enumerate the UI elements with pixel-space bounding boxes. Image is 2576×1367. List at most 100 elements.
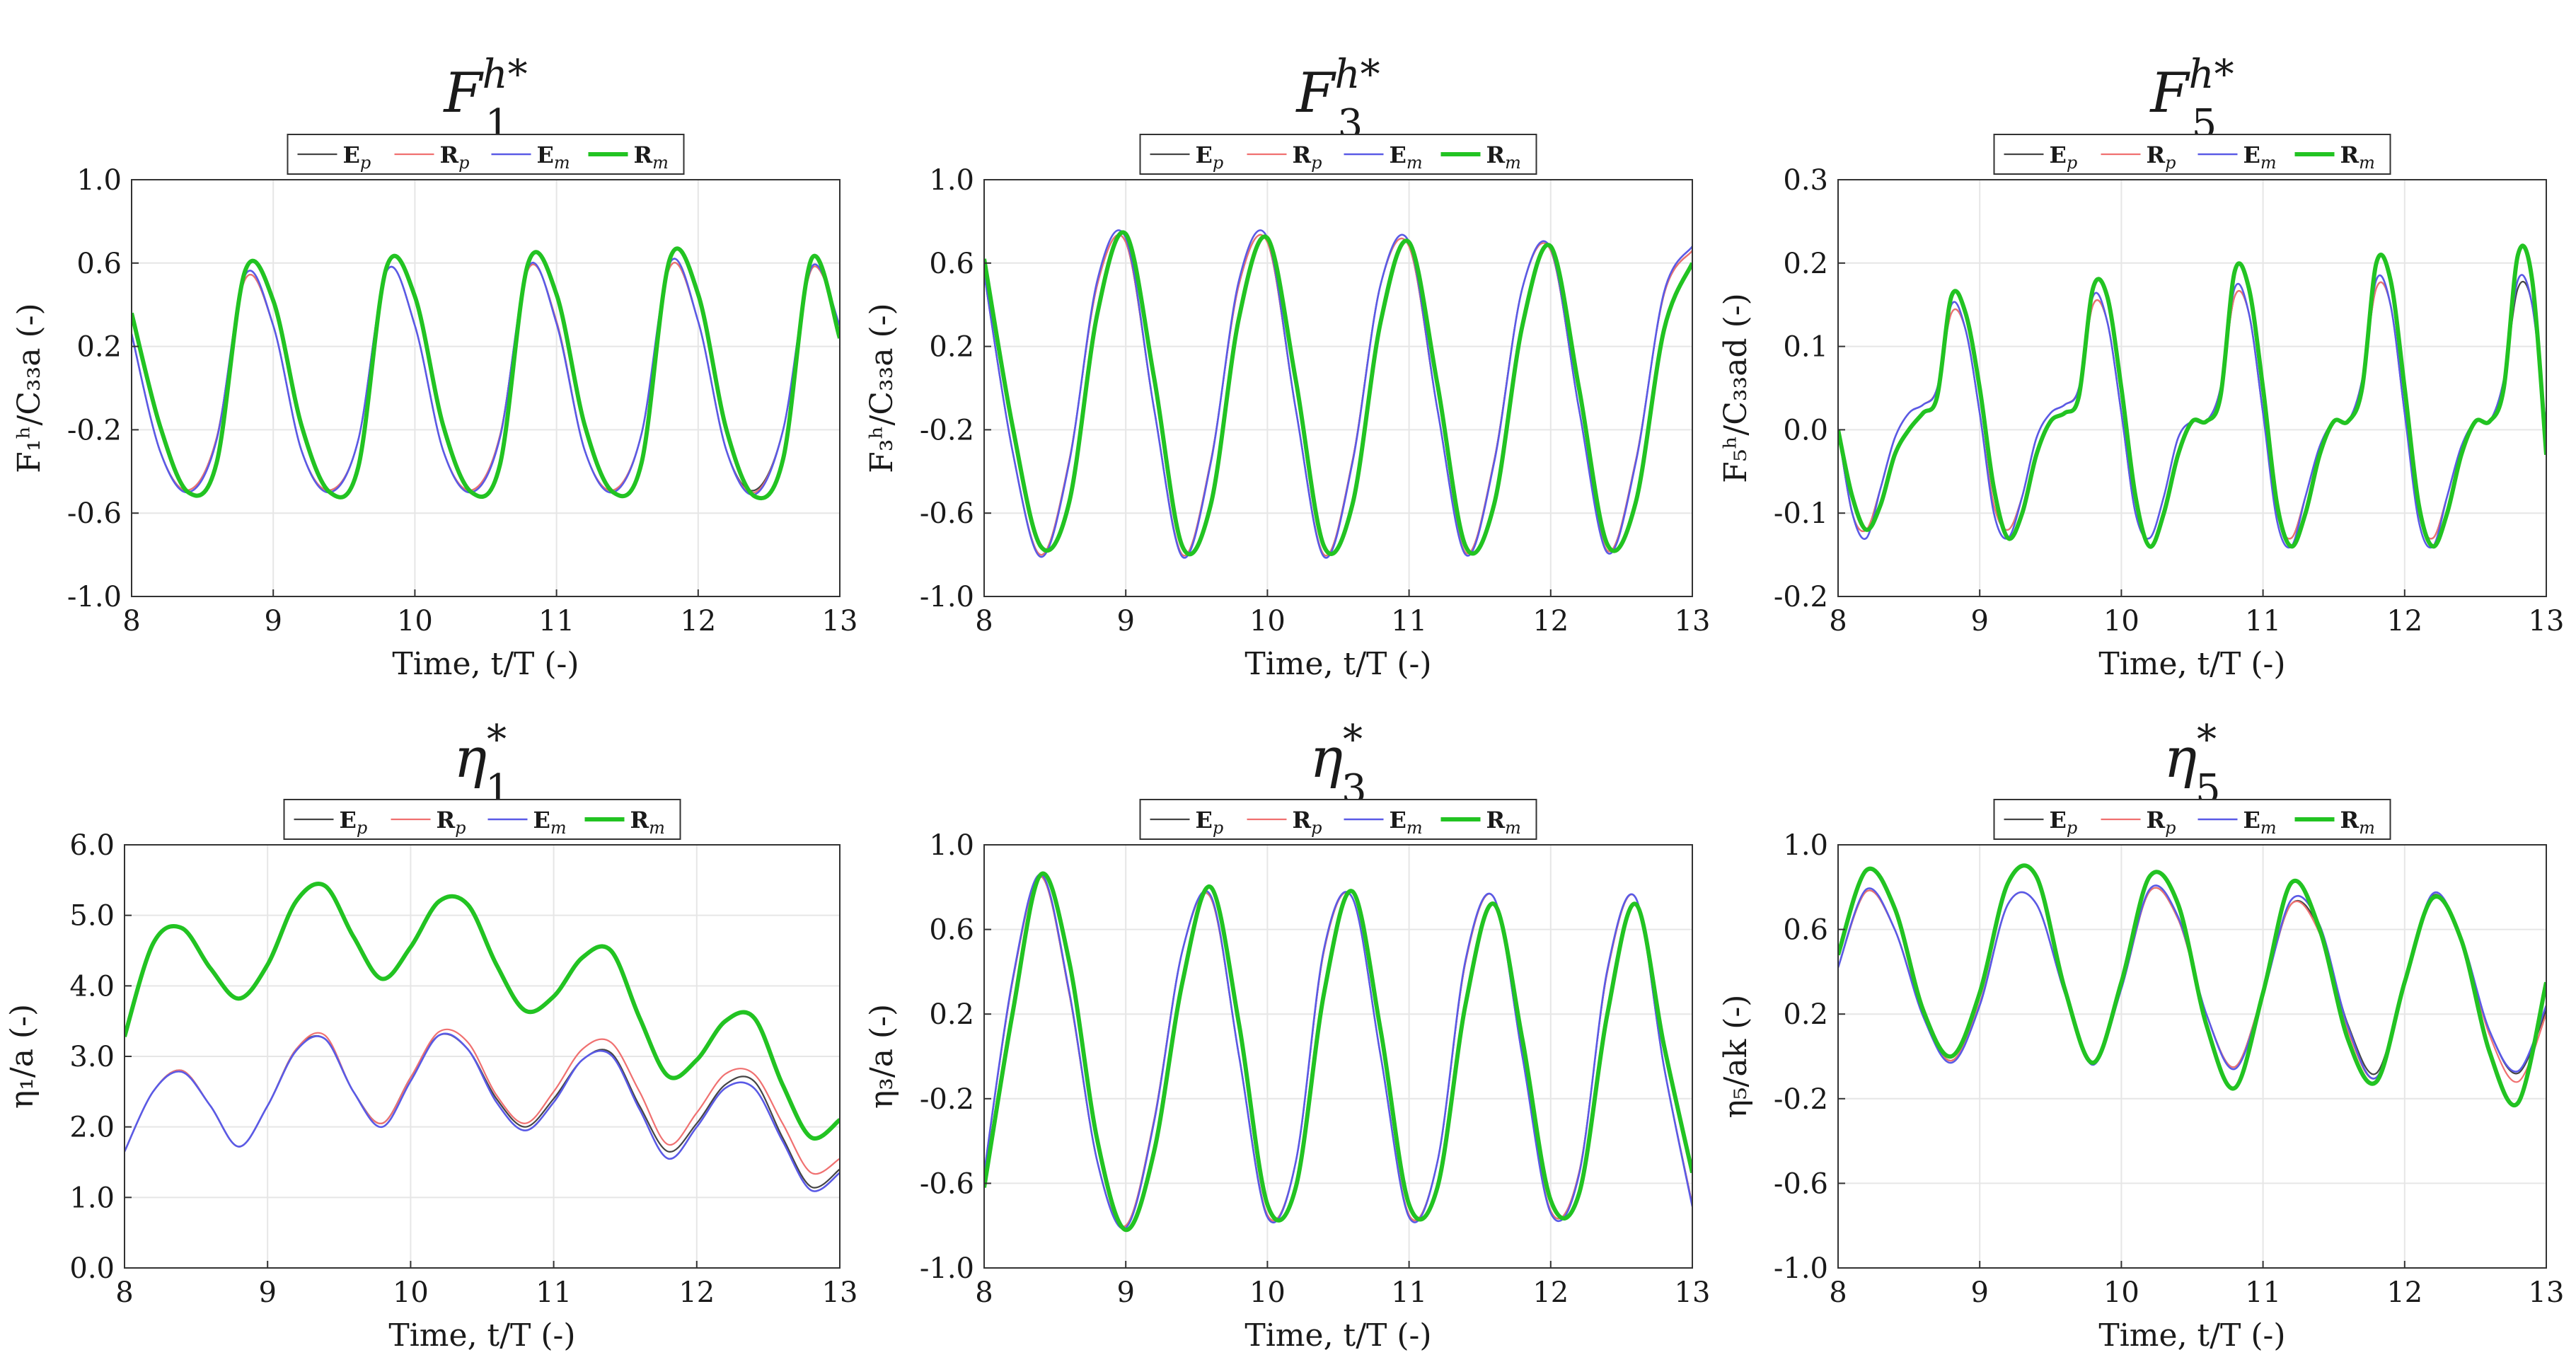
legend-label-Em: Em bbox=[2243, 807, 2277, 838]
y-tick-label: -0.6 bbox=[1774, 1167, 1828, 1200]
legend-label-Rp: Rp bbox=[2147, 807, 2176, 838]
series-line-Rp bbox=[125, 1028, 840, 1175]
x-axis-label: Time, t/T (-) bbox=[2098, 646, 2285, 682]
x-tick-label: 10 bbox=[1249, 1276, 1286, 1309]
y-axis-label: η₅/ak (-) bbox=[1718, 995, 1754, 1119]
y-tick-label: 0.3 bbox=[1783, 164, 1828, 197]
x-tick-label: 10 bbox=[2103, 1276, 2139, 1309]
series-lines bbox=[1838, 243, 2546, 549]
series-line-Em bbox=[1838, 274, 2546, 549]
series-line-Em bbox=[132, 258, 840, 496]
x-axis-label: Time, t/T (-) bbox=[388, 1317, 575, 1354]
y-tick-label: 5.0 bbox=[69, 900, 115, 933]
panel-title: Fh* 3 bbox=[1295, 52, 1380, 147]
legend-label-Ep: Ep bbox=[343, 142, 371, 173]
series-line-Em bbox=[984, 229, 1692, 559]
axes-frame bbox=[1837, 179, 2547, 597]
x-tick-label: 8 bbox=[975, 1276, 993, 1309]
legend-label-Em: Em bbox=[1390, 807, 1423, 838]
series-line-Rm bbox=[1838, 243, 2546, 549]
legend: Ep Rp Em Rm bbox=[1139, 799, 1537, 840]
x-tick-label: 9 bbox=[264, 605, 282, 638]
series-line-Em bbox=[984, 873, 1692, 1230]
x-tick-label: 11 bbox=[2245, 1276, 2281, 1309]
legend-label-Ep: Ep bbox=[2050, 807, 2078, 838]
y-tick-label: -0.2 bbox=[920, 414, 974, 446]
series-lines bbox=[984, 229, 1692, 559]
y-tick-label: 0.6 bbox=[929, 914, 974, 947]
y-tick-label: 2.0 bbox=[69, 1112, 115, 1144]
x-tick-label: 11 bbox=[538, 605, 574, 638]
y-tick-label: -0.6 bbox=[67, 497, 122, 530]
series-line-Ep bbox=[984, 233, 1692, 557]
x-axis-label: Time, t/T (-) bbox=[1244, 646, 1431, 682]
y-tick-label: 0.1 bbox=[1783, 331, 1828, 364]
y-tick-label: 1.0 bbox=[929, 829, 974, 862]
legend-label-Rp: Rp bbox=[437, 807, 466, 838]
series-line-Rp bbox=[984, 233, 1692, 557]
y-tick-label: -1.0 bbox=[67, 581, 122, 613]
legend-label-Ep: Ep bbox=[2050, 142, 2078, 173]
y-tick-label: 0.2 bbox=[929, 998, 974, 1031]
panel-6: 8 9 10 11 12 13 -1.0 -0.6 -0.2 0.2 0.6 1.0 Time, t/T… bbox=[1718, 717, 2564, 1354]
x-tick-label: 10 bbox=[1249, 605, 1286, 638]
y-tick-label: -1.0 bbox=[920, 1252, 974, 1285]
legend-label-Rp: Rp bbox=[2147, 142, 2176, 173]
y-tick-label: 0.0 bbox=[1783, 414, 1828, 446]
x-tick-label: 12 bbox=[2386, 605, 2422, 638]
x-tick-label: 11 bbox=[2245, 605, 2281, 638]
legend-label-Em: Em bbox=[2243, 142, 2277, 173]
legend-label-Rm: Rm bbox=[2340, 142, 2375, 173]
y-tick-label: 0.2 bbox=[1783, 248, 1828, 280]
y-tick-label: 1.0 bbox=[76, 164, 122, 197]
x-axis-label: Time, t/T (-) bbox=[1244, 1317, 1431, 1354]
y-tick-label: -1.0 bbox=[920, 581, 974, 613]
legend-label-Em: Em bbox=[537, 142, 570, 173]
x-tick-label: 12 bbox=[1532, 1276, 1569, 1309]
legend-label-Ep: Ep bbox=[340, 807, 368, 838]
x-tick-label: 8 bbox=[115, 1276, 133, 1309]
panel-title: η* 5 bbox=[2164, 717, 2220, 812]
legend-label-Rm: Rm bbox=[1486, 807, 1521, 838]
axes-frame bbox=[1837, 844, 2547, 1269]
y-tick-label: 0.2 bbox=[76, 331, 122, 364]
series-line-Rm bbox=[984, 230, 1692, 557]
y-tick-label: 1.0 bbox=[69, 1182, 115, 1214]
x-tick-label: 12 bbox=[1532, 605, 1569, 638]
axes-frame bbox=[983, 179, 1693, 597]
series-line-Rm bbox=[132, 246, 840, 501]
panel-title: η* 3 bbox=[1310, 717, 1366, 812]
series-lines bbox=[1838, 863, 2546, 1107]
panel-2: 8 9 10 11 12 13 -1.0 -0.6 -0.2 0.2 0.6 1.0 Time, t/T… bbox=[864, 52, 1710, 682]
x-tick-label: 13 bbox=[1675, 605, 1711, 638]
panel-title: Fh* 5 bbox=[2149, 52, 2234, 147]
y-tick-label: -0.6 bbox=[920, 1167, 974, 1200]
y-axis-label: η₁/a (-) bbox=[4, 1004, 40, 1109]
series-line-Em bbox=[125, 1032, 840, 1192]
x-tick-label: 10 bbox=[2103, 605, 2139, 638]
series-lines bbox=[125, 882, 840, 1192]
panel-3: 8 9 10 11 12 13 -0.2 -0.1 0.0 0.1 0.2 0.3 Time, t/T … bbox=[1718, 52, 2564, 682]
y-tick-label: 0.6 bbox=[76, 248, 122, 280]
series-line-Rm bbox=[984, 871, 1692, 1233]
x-tick-label: 13 bbox=[822, 605, 858, 638]
legend: Ep Rp Em Rm bbox=[287, 134, 685, 175]
axes-frame bbox=[983, 844, 1693, 1269]
x-tick-label: 8 bbox=[975, 605, 993, 638]
legend-label-Em: Em bbox=[533, 807, 567, 838]
panel-4: 8 9 10 11 12 13 0.0 1.0 2.0 3.0 4.0 5.0 6.0 Time, t/T… bbox=[4, 717, 857, 1354]
legend-label-Em: Em bbox=[1390, 142, 1423, 173]
y-tick-label: -0.2 bbox=[920, 1083, 974, 1116]
series-line-Rm bbox=[125, 882, 840, 1141]
legend-label-Rp: Rp bbox=[1293, 807, 1322, 838]
panel-title: η* 1 bbox=[454, 717, 510, 812]
x-tick-label: 13 bbox=[1675, 1276, 1711, 1309]
series-line-Em bbox=[1838, 884, 2546, 1080]
legend: Ep Rp Em Rm bbox=[1993, 799, 2391, 840]
y-tick-label: 0.6 bbox=[1783, 914, 1828, 947]
x-tick-label: 12 bbox=[680, 605, 716, 638]
y-tick-label: 0.2 bbox=[929, 331, 974, 364]
axes-frame bbox=[131, 179, 841, 597]
legend-label-Rm: Rm bbox=[1486, 142, 1521, 173]
